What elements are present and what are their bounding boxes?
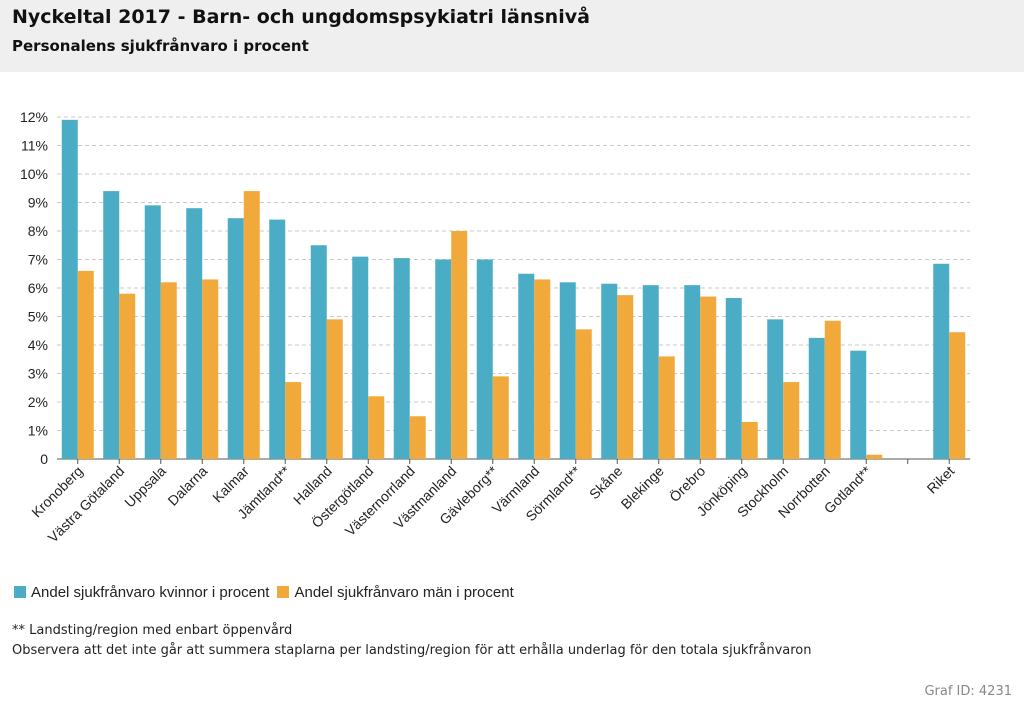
bar-chart: 01%2%3%4%5%6%7%8%9%10%11%12%KronobergVäs… [20, 109, 970, 546]
y-tick-label: 9% [28, 195, 48, 211]
x-tick-label: Skåne [586, 463, 626, 503]
chart-title: Nyckeltal 2017 - Barn- och ungdomspsykia… [12, 6, 590, 28]
chart-header: Nyckeltal 2017 - Barn- och ungdomspsykia… [0, 0, 1024, 72]
bar-men [451, 231, 468, 459]
bar-women [767, 319, 784, 459]
bar-men [326, 319, 343, 459]
y-tick-label: 12% [20, 109, 48, 125]
legend-item-women: Andel sjukfrånvaro kvinnor i procent [14, 584, 269, 601]
legend-swatch-women [14, 586, 26, 598]
y-tick-label: 5% [28, 309, 48, 325]
bar-women [269, 219, 286, 459]
y-tick-label: 11% [21, 138, 48, 154]
x-tick-label: Riket [923, 463, 957, 497]
y-tick-label: 6% [28, 280, 48, 296]
bar-women [310, 245, 327, 459]
bar-women [227, 218, 244, 459]
bar-women [601, 283, 618, 459]
x-tick-label: Blekinge [618, 463, 667, 512]
y-tick-label: 3% [28, 366, 48, 382]
bar-men [658, 356, 675, 459]
y-tick-label: 1% [28, 423, 48, 439]
y-tick-label: 2% [28, 394, 48, 410]
bar-men [368, 396, 385, 459]
x-tick-label: Västra Götaland [45, 463, 128, 546]
bar-men [534, 279, 551, 459]
bar-women [684, 285, 701, 459]
bar-women [933, 263, 950, 459]
bar-women [559, 282, 576, 459]
bar-men [575, 329, 592, 459]
bar-men [243, 191, 260, 459]
footnotes: ** Landsting/region med enbart öppenvård… [12, 621, 812, 661]
chart-subtitle: Personalens sjukfrånvaro i procent [12, 37, 309, 55]
bar-men [202, 279, 219, 459]
footnote-line-2: Observera att det inte går att summera s… [12, 643, 812, 658]
footnote-line-1: ** Landsting/region med enbart öppenvård [12, 623, 293, 638]
bar-women [352, 256, 369, 459]
x-tick-label: Dalarna [164, 463, 210, 509]
legend-swatch-men [277, 586, 290, 598]
y-tick-label: 7% [28, 252, 48, 268]
legend-label-men: Andel sjukfrånvaro män i procent [294, 583, 514, 601]
bar-women [144, 205, 161, 459]
bar-women [435, 259, 452, 459]
bar-men [617, 295, 634, 459]
y-tick-label: 0 [40, 451, 48, 467]
bar-women [808, 337, 825, 459]
bar-men [77, 270, 94, 459]
bar-women [103, 191, 120, 459]
bar-men [783, 382, 800, 459]
y-tick-label: 4% [28, 337, 48, 353]
bar-women [186, 208, 203, 459]
bar-men [409, 416, 426, 459]
bar-men [119, 293, 136, 459]
bar-men [285, 382, 302, 459]
bar-women [393, 258, 410, 459]
bar-women [725, 297, 742, 459]
chart-legend: Andel sjukfrånvaro kvinnor i procent And… [14, 581, 522, 603]
bar-men [160, 282, 177, 459]
bar-men [824, 320, 841, 459]
bar-women [850, 350, 867, 459]
x-tick-label: Uppsala [121, 463, 169, 511]
y-tick-label: 8% [28, 223, 48, 239]
legend-item-men: Andel sjukfrånvaro män i procent [277, 583, 514, 601]
graph-id: Graf ID: 4231 [924, 684, 1012, 699]
bar-men [949, 332, 966, 459]
y-tick-label: 10% [20, 166, 48, 182]
bar-women [642, 285, 659, 459]
bar-men [741, 421, 758, 459]
bar-women [61, 119, 78, 459]
bar-men [492, 376, 509, 459]
bar-men [866, 454, 883, 459]
bar-men [700, 296, 717, 459]
legend-label-women: Andel sjukfrånvaro kvinnor i procent [31, 583, 270, 601]
bar-women [518, 273, 535, 459]
bar-women [476, 259, 493, 459]
